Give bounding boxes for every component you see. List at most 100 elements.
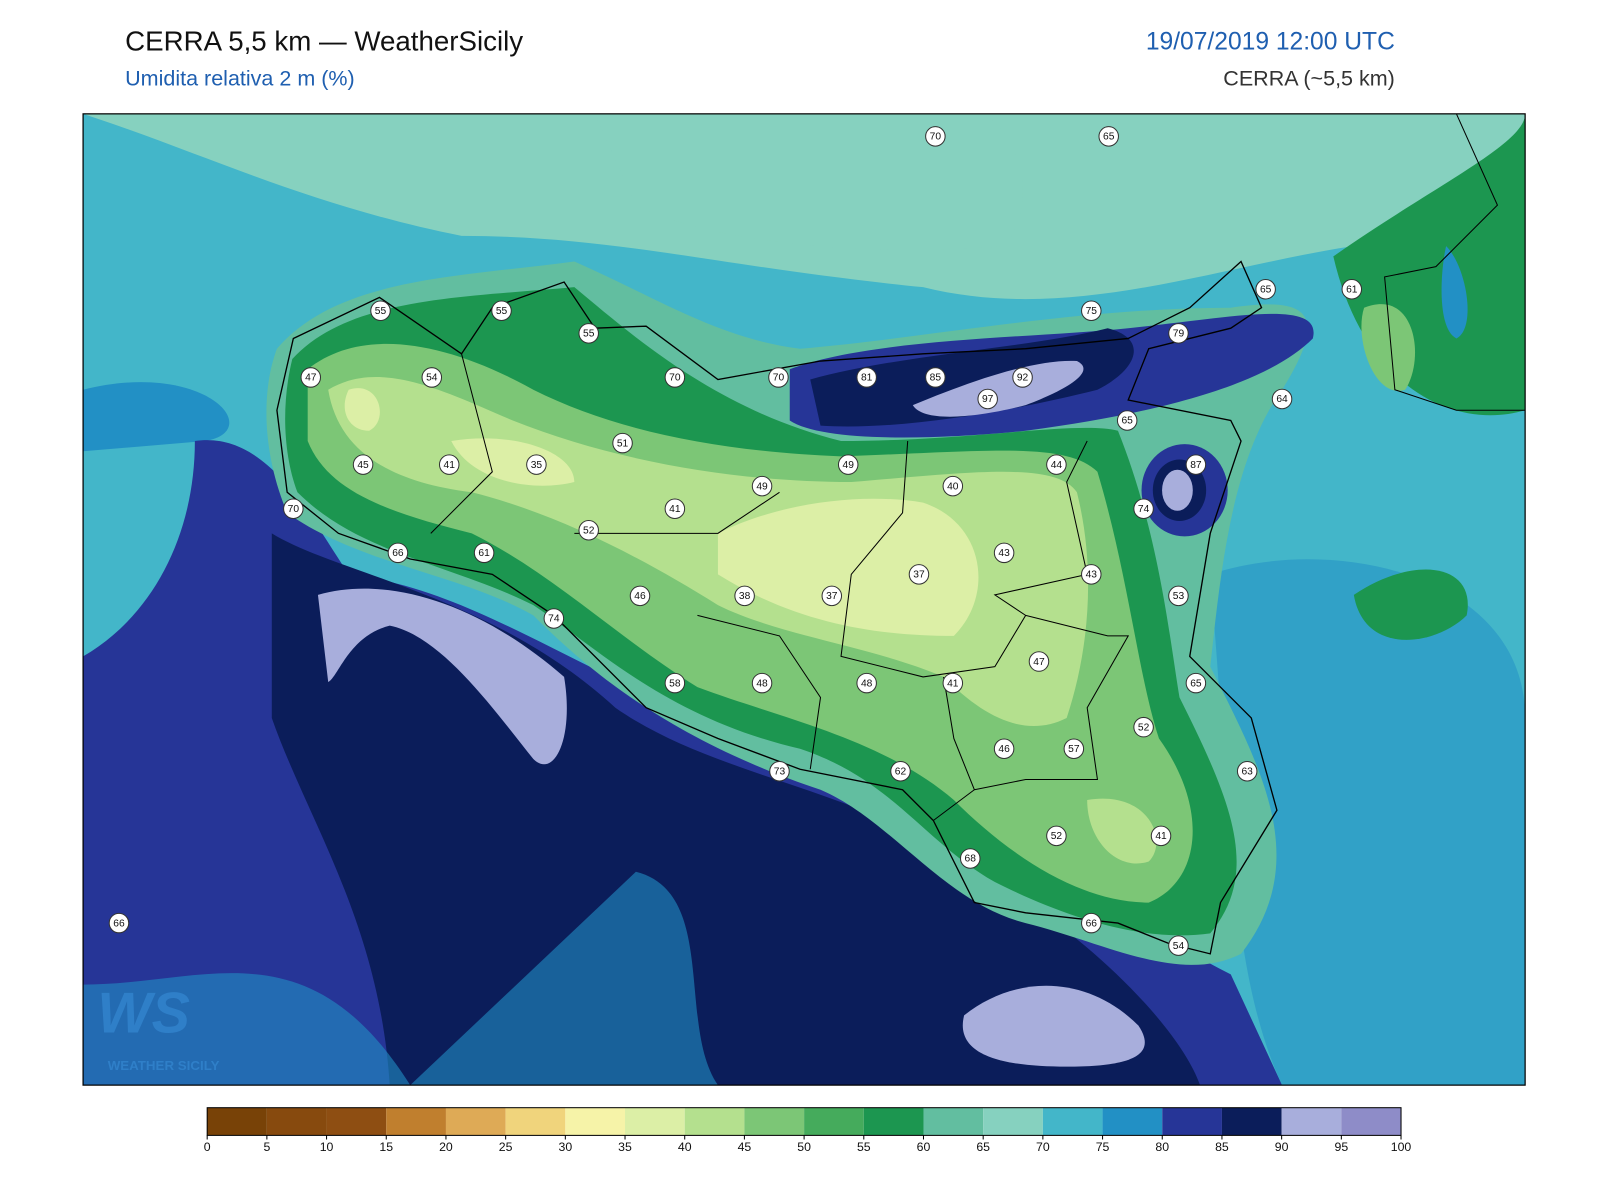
- station-value: 70: [930, 132, 942, 143]
- datetime: 19/07/2019 12:00 UTC: [1146, 29, 1395, 56]
- station-marker: [856, 367, 877, 388]
- station-marker: [612, 432, 633, 454]
- colorbar-swatch: [1102, 1107, 1163, 1136]
- station-value: 64: [1276, 394, 1288, 405]
- colorbar-swatch: [923, 1107, 984, 1136]
- station-marker: [1133, 498, 1154, 519]
- colorbar-tick-label: 60: [917, 1140, 931, 1154]
- station-value: 70: [288, 504, 300, 515]
- station-marker: [491, 300, 512, 322]
- colorbar-swatch: [1221, 1107, 1282, 1136]
- colorbar-swatch: [207, 1107, 267, 1136]
- station-marker: [1133, 716, 1154, 738]
- colorbar-swatch: [983, 1107, 1043, 1136]
- colorbar-tick-label: 25: [499, 1140, 513, 1154]
- station-marker: [993, 542, 1015, 564]
- station-marker: [1081, 912, 1102, 934]
- colorbar-tick-label: 40: [678, 1140, 692, 1154]
- colorbar-tick-label: 5: [263, 1140, 270, 1154]
- colorbar-swatch: [863, 1107, 924, 1136]
- colorbar-tick-label: 75: [1096, 1140, 1110, 1154]
- station-marker: [993, 738, 1015, 759]
- station-marker: [942, 475, 964, 497]
- station-value: 40: [947, 481, 959, 492]
- station-value: 52: [1138, 722, 1150, 733]
- station-marker: [1081, 300, 1102, 322]
- station-value: 51: [617, 438, 629, 449]
- station-marker: [664, 498, 686, 519]
- station-value: 38: [739, 591, 751, 602]
- logo-mark: WS: [97, 982, 190, 1046]
- colorbar-tick-label: 85: [1215, 1140, 1229, 1154]
- station-marker: [1185, 454, 1207, 475]
- station-marker: [1255, 278, 1276, 300]
- station-marker: [387, 542, 409, 564]
- logo: WS WEATHER SICILY: [97, 982, 219, 1074]
- station-value: 37: [913, 570, 925, 581]
- station-marker: [629, 585, 651, 607]
- title: CERRA 5,5 km — WeatherSicily: [125, 25, 523, 56]
- station-value: 79: [1173, 329, 1185, 340]
- station-marker: [751, 475, 773, 497]
- colorbar-swatch: [505, 1107, 566, 1136]
- station-marker: [421, 367, 443, 388]
- colorbar-tick-label: 55: [857, 1140, 871, 1154]
- colorbar-tick-label: 100: [1391, 1140, 1412, 1154]
- station-marker: [1236, 761, 1258, 782]
- station-marker: [908, 564, 930, 585]
- station-value: 52: [583, 525, 595, 536]
- station-value: 81: [861, 373, 873, 384]
- station-marker: [890, 761, 911, 782]
- station-marker: [1098, 126, 1119, 147]
- station-marker: [1341, 278, 1363, 300]
- station-value: 49: [756, 481, 768, 492]
- colorbar-swatch: [565, 1107, 626, 1136]
- station-value: 54: [426, 373, 438, 384]
- station-value: 55: [375, 306, 387, 317]
- colorbar-swatch: [1281, 1107, 1342, 1136]
- station-value: 75: [1086, 306, 1098, 317]
- colorbar-tick-label: 35: [618, 1140, 632, 1154]
- station-value: 47: [1033, 657, 1045, 668]
- station-marker: [837, 454, 859, 475]
- station-marker: [751, 672, 773, 694]
- station-marker: [1168, 585, 1189, 607]
- station-marker: [526, 454, 547, 475]
- colorbar-tick-label: 30: [558, 1140, 572, 1154]
- subtitle: Umidita relativa 2 m (%): [125, 67, 355, 91]
- station-value: 61: [478, 548, 490, 559]
- station-marker: [300, 367, 322, 388]
- colorbar-tick-label: 20: [439, 1140, 453, 1154]
- station-marker: [977, 388, 998, 410]
- station-value: 85: [930, 373, 942, 384]
- station-marker: [664, 367, 686, 388]
- station-value: 43: [998, 548, 1010, 559]
- station-labels: 70 65 55 55 55 75 79 65 61 47 54 70 70 81 85 92 97 64 65 51…: [108, 126, 1363, 956]
- station-marker: [1012, 367, 1033, 388]
- station-marker: [1028, 651, 1050, 672]
- station-marker: [1168, 935, 1189, 956]
- station-marker: [1046, 825, 1067, 847]
- station-value: 74: [1138, 504, 1150, 515]
- station-value: 35: [531, 460, 543, 471]
- model: CERRA (~5,5 km): [1223, 67, 1395, 91]
- colorbar-tick-label: 65: [976, 1140, 990, 1154]
- station-marker: [734, 585, 755, 607]
- station-value: 52: [1051, 831, 1063, 842]
- station-value: 41: [444, 460, 456, 471]
- station-value: 70: [669, 373, 681, 384]
- station-value: 65: [1103, 132, 1115, 143]
- colorbar-tick-label: 95: [1334, 1140, 1348, 1154]
- station-marker: [578, 519, 599, 541]
- station-value: 65: [1121, 416, 1133, 427]
- station-marker: [942, 672, 964, 694]
- station-value: 65: [1190, 678, 1202, 689]
- logo-text: WEATHER SICILY: [108, 1058, 220, 1073]
- colorbar-tick-label: 0: [204, 1140, 211, 1154]
- station-marker: [959, 848, 981, 869]
- station-value: 63: [1241, 766, 1253, 777]
- station-marker: [473, 542, 495, 564]
- station-marker: [821, 585, 843, 607]
